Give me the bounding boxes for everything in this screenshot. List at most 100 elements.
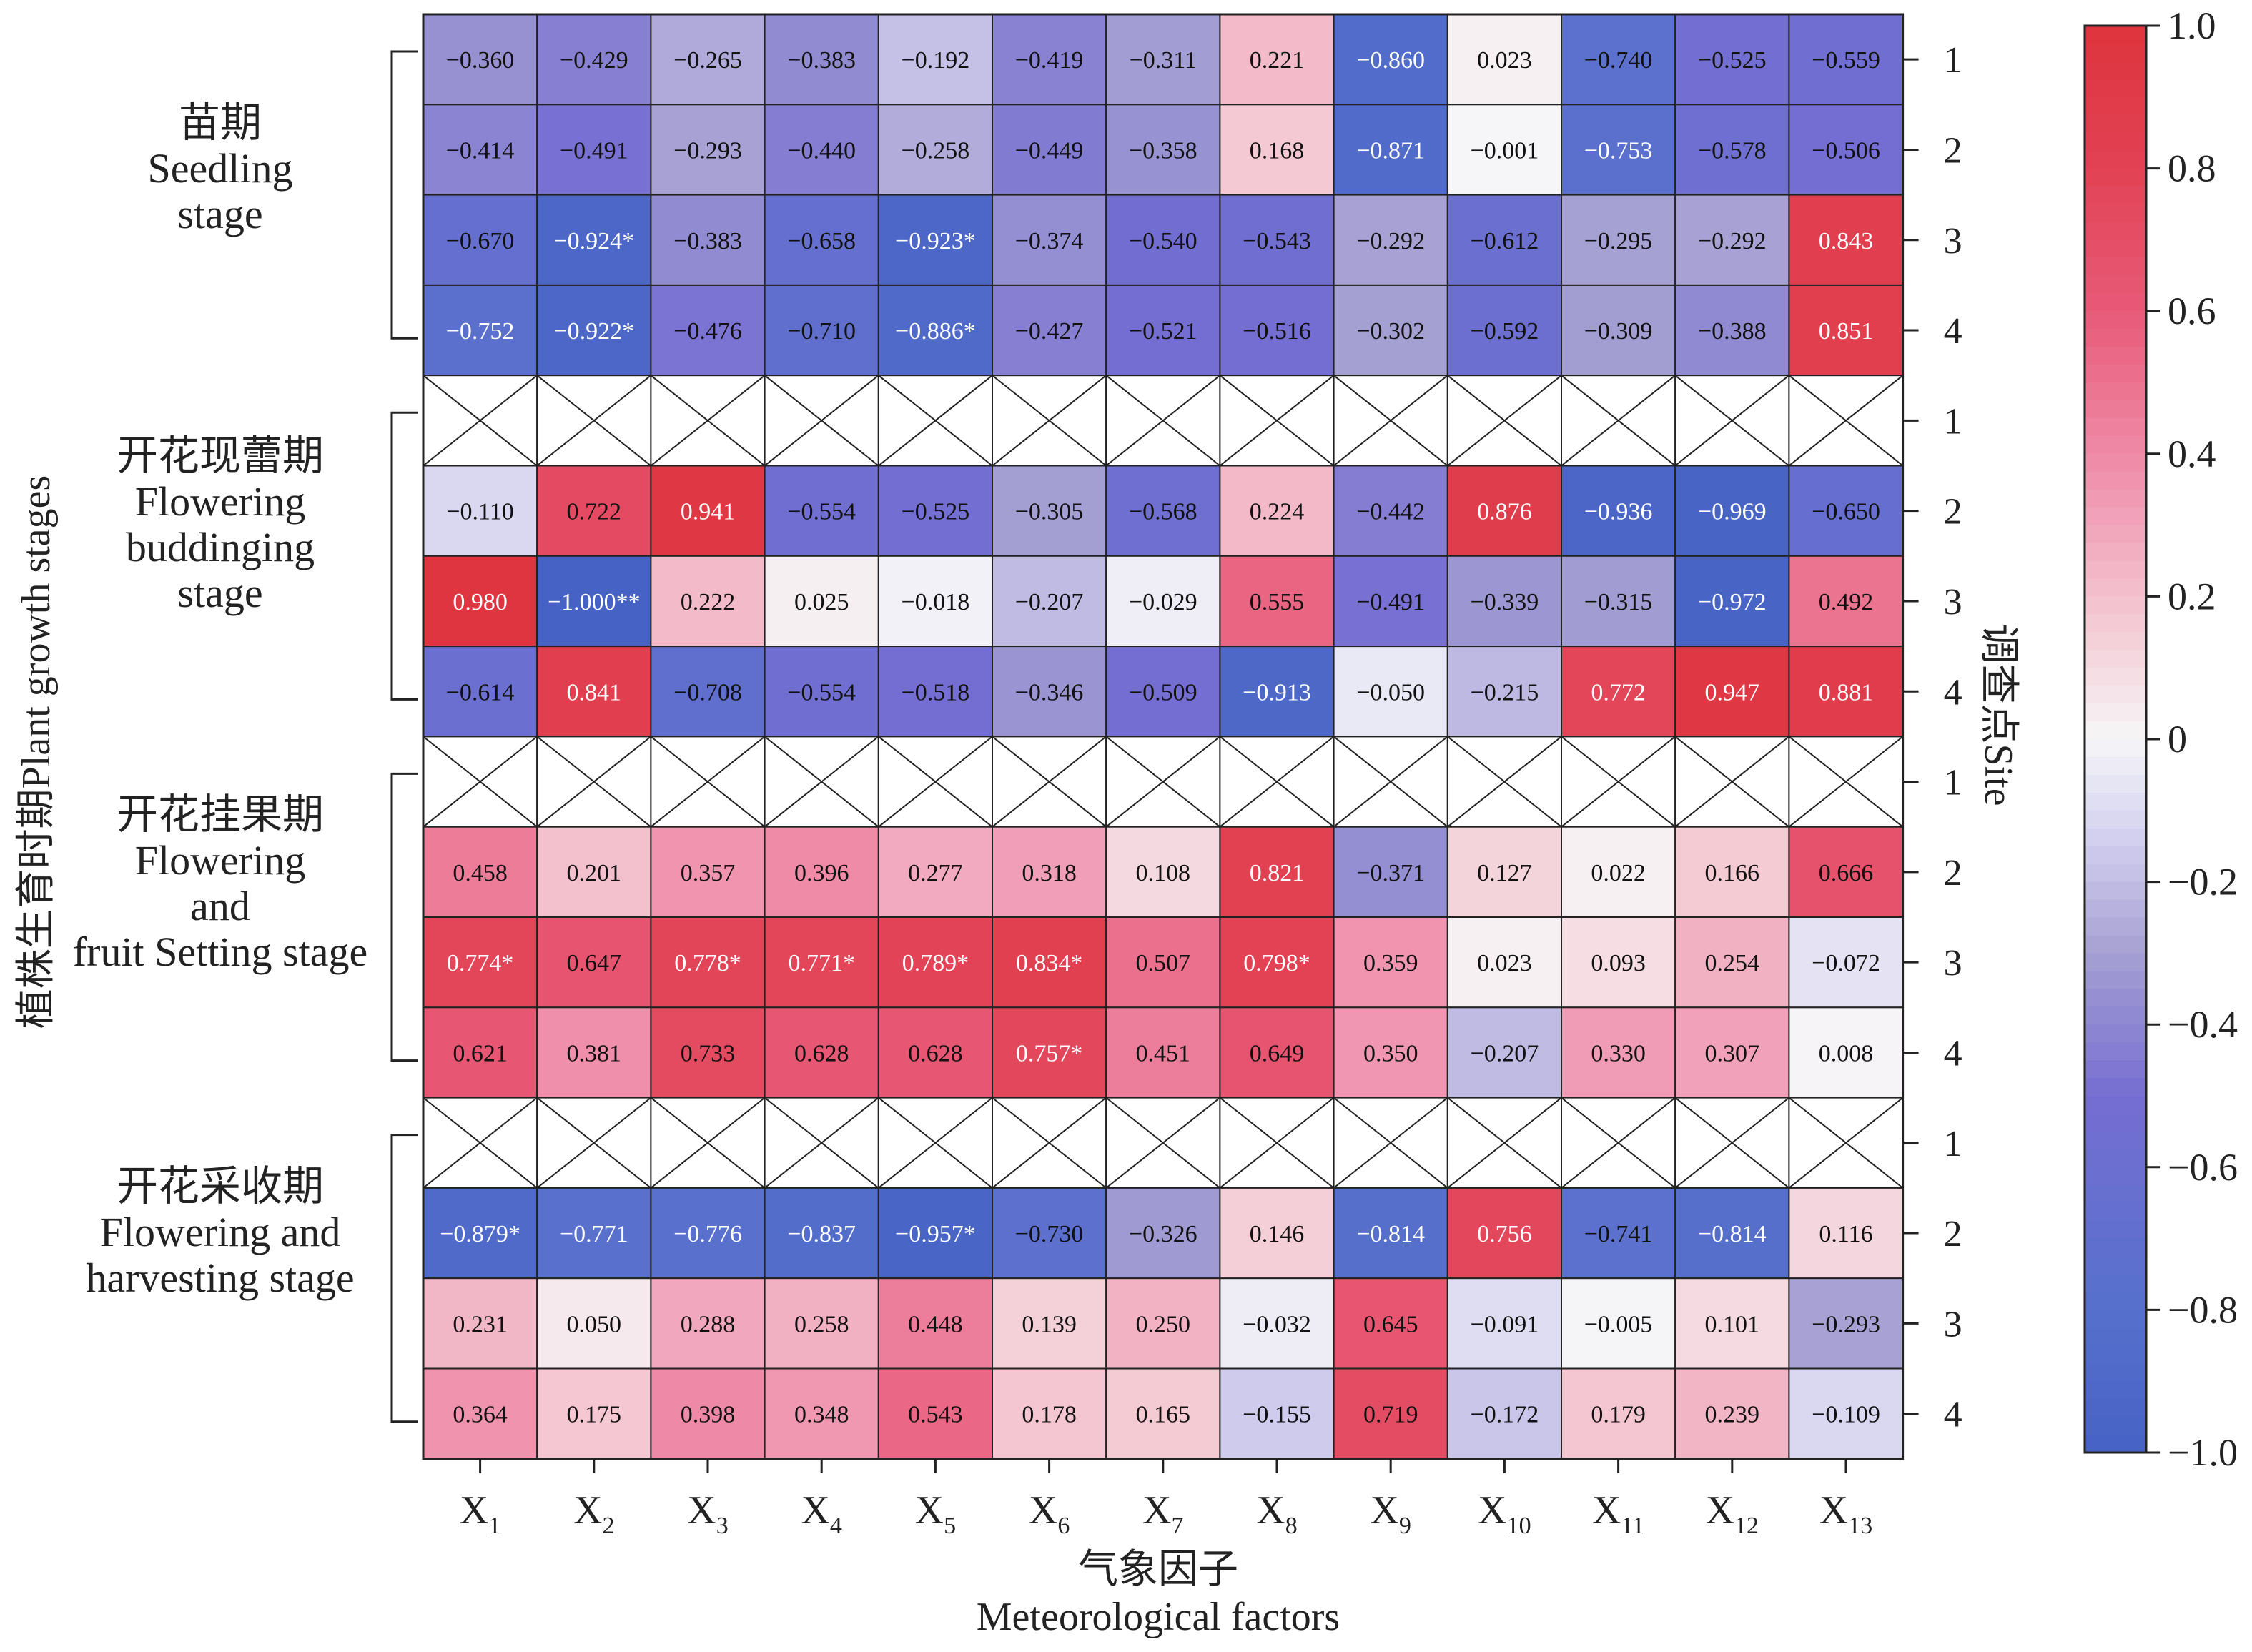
heatmap-cell (877, 104, 994, 196)
cell-value-label: −0.109 (1812, 1402, 1880, 1428)
cell-value-label: −0.776 (673, 1221, 742, 1247)
heatmap-cell (1788, 194, 1904, 286)
heatmap-cell (1219, 104, 1335, 196)
site-tick-label: 1 (1944, 401, 1962, 442)
colorbar-segment (2085, 1435, 2146, 1453)
colorbar-segment (2085, 828, 2146, 847)
cell-value-label: 0.179 (1591, 1402, 1646, 1428)
cell-value-label: −0.525 (1698, 47, 1767, 74)
empty-cell-cross (1333, 375, 1448, 467)
site-tick-label: 2 (1944, 130, 1962, 171)
empty-cell-cross (536, 1097, 652, 1189)
cell-value-label: −0.091 (1471, 1311, 1539, 1337)
heatmap-cell (1219, 14, 1335, 106)
heatmap-cell (1446, 555, 1563, 648)
empty-cell-cross (650, 736, 766, 828)
cell-value-label: −0.506 (1812, 137, 1880, 164)
heatmap-cell (1105, 826, 1221, 918)
site-tick-label: 3 (1944, 582, 1962, 623)
cell-value-label: −0.388 (1698, 318, 1767, 345)
empty-cell-cross (1788, 375, 1904, 467)
cell-value-label: 0.881 (1819, 679, 1874, 706)
heatmap-cell (1674, 104, 1790, 196)
colorbar-segment (2085, 417, 2146, 437)
heatmap-cell (764, 1187, 879, 1280)
cell-value-label: −0.540 (1129, 228, 1197, 254)
colorbar-segment (2085, 1149, 2146, 1168)
cell-value-label: 0.231 (453, 1311, 508, 1337)
cell-value-label: −0.029 (1129, 589, 1197, 615)
empty-cell-cross (1105, 375, 1221, 467)
cell-value-label: 0.398 (681, 1402, 736, 1428)
colorbar-segment (2085, 400, 2146, 419)
heatmap-cell (423, 284, 538, 377)
site-tick-label: 3 (1944, 221, 1962, 262)
heatmap-cell (1219, 916, 1335, 1009)
cell-value-label: −0.837 (787, 1221, 856, 1247)
cell-value-label: −0.440 (787, 137, 856, 164)
site-tick-label: 2 (1944, 492, 1962, 533)
heatmap-cell (1788, 916, 1904, 1009)
stage-label-cn: 苗期 (178, 99, 262, 146)
empty-cell-cross (1561, 375, 1676, 467)
cell-value-label: −0.339 (1471, 589, 1539, 615)
cell-value-label: −0.449 (1015, 137, 1084, 164)
heatmap-cell (1333, 465, 1448, 557)
colorbar-segment (2085, 686, 2146, 705)
x-tick-label: X4 (801, 1488, 841, 1539)
heatmap-cell (1788, 1187, 1904, 1280)
cell-value-label: −0.050 (1356, 679, 1425, 706)
cell-value-label: −0.427 (1015, 318, 1084, 345)
cell-value-label: 0.757* (1016, 1040, 1083, 1067)
cell-value-label: −0.414 (446, 137, 515, 164)
colorbar-segment (2085, 846, 2146, 865)
colorbar-segment (2085, 1310, 2146, 1329)
heatmap-cell (992, 916, 1107, 1009)
empty-cell-cross (1219, 375, 1335, 467)
heatmap-cell (1788, 284, 1904, 377)
cell-value-label: −1.000** (548, 589, 641, 615)
colorbar-segment (2085, 365, 2146, 383)
heatmap-cell (1219, 1187, 1335, 1280)
cell-value-label: −0.554 (787, 499, 856, 525)
colorbar-segment (2085, 453, 2146, 473)
cell-value-label: 0.645 (1363, 1311, 1418, 1337)
colorbar-segment (2085, 132, 2146, 152)
colorbar-tick-label: 1.0 (2168, 4, 2216, 47)
colorbar-segment (2085, 239, 2146, 259)
colorbar-segment (2085, 1042, 2146, 1062)
heatmap-cell (1561, 1277, 1676, 1370)
cell-value-label: 0.628 (794, 1040, 849, 1067)
empty-cell-cross (764, 375, 879, 467)
x-tick-label: X3 (687, 1488, 728, 1539)
empty-cell-cross (1788, 736, 1904, 828)
heatmap-cell (1446, 465, 1563, 557)
cell-value-label: −0.207 (1015, 589, 1084, 615)
cell-value-label: 0.458 (453, 860, 508, 886)
x-tick-label: X12 (1706, 1488, 1759, 1539)
colorbar-tick-label: 0.6 (2168, 290, 2216, 332)
heatmap-cell (536, 194, 652, 286)
colorbar-segment (2085, 1327, 2146, 1347)
colorbar-segment (2085, 1131, 2146, 1150)
heatmap-cell (764, 555, 879, 648)
heatmap-cell (764, 284, 879, 377)
heatmap-cell (1446, 826, 1563, 918)
heatmap-cell (536, 465, 652, 557)
cell-value-label: −0.650 (1812, 499, 1880, 525)
stage-label-cn: 开花挂果期 (116, 791, 324, 838)
heatmap-cell (1219, 194, 1335, 286)
heatmap-cell (536, 1367, 652, 1460)
heatmap-cell (1788, 1006, 1904, 1099)
cell-value-label: 0.093 (1591, 950, 1646, 976)
heatmap-cell (1446, 284, 1563, 377)
cell-value-label: −0.292 (1356, 228, 1425, 254)
cell-value-label: −0.315 (1584, 589, 1653, 615)
heatmap-cell (1219, 555, 1335, 648)
cell-value-label: 0.543 (908, 1402, 963, 1428)
colorbar-segment (2085, 26, 2146, 44)
heatmap-cell (764, 1367, 879, 1460)
colorbar-segment (2085, 668, 2146, 687)
empty-cell-cross (1105, 736, 1221, 828)
